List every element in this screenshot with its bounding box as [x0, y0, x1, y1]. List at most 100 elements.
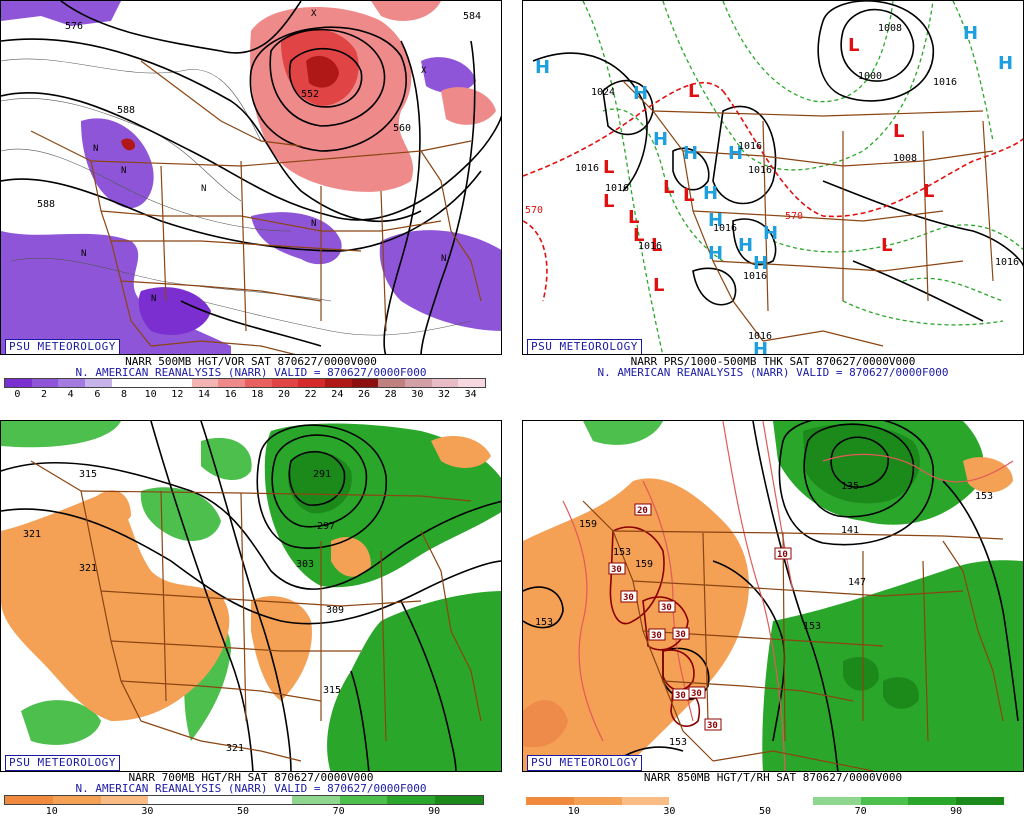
color-scale-labels: 0 2 4 6 8 10 12 14 16 18 20 22 24 26 28 30 32 34	[4, 389, 484, 400]
isobar-label: 1016	[743, 271, 767, 282]
scale-label: 12	[171, 389, 184, 400]
svg-text:H: H	[535, 57, 550, 78]
thickness-label: 570	[785, 211, 803, 222]
scale-swatch	[351, 379, 379, 387]
scale-swatch	[218, 379, 246, 387]
svg-text:30: 30	[611, 565, 622, 575]
contour-label: 315	[323, 685, 341, 696]
svg-text:H: H	[728, 143, 743, 164]
svg-text:L: L	[628, 207, 639, 228]
scale-label: 0	[14, 389, 21, 400]
isobar-label: 1016	[713, 223, 737, 234]
map-850mb: 135 141 147 153 153 153 159 159 153 153 …	[522, 420, 1024, 772]
temp-label: 30	[672, 627, 690, 640]
scale-label: 90	[950, 806, 963, 817]
scale-label: 28	[384, 389, 397, 400]
svg-text:30: 30	[707, 721, 718, 731]
panel-500mb-vorticity: 576 552 588 588 584 560 N N N N N N X X N PSU …	[0, 0, 502, 402]
panel-caption-line2: N. AMERICAN REANALYSIS (NARR) VALID = 87…	[75, 782, 427, 795]
scale-label: 14	[197, 389, 211, 400]
scale-swatch	[860, 797, 909, 805]
scale-swatch	[378, 379, 406, 387]
svg-text:X: X	[311, 9, 317, 19]
svg-text:N: N	[151, 294, 156, 304]
scale-swatch	[435, 796, 483, 804]
scale-label: 20	[277, 389, 291, 400]
scale-swatch	[196, 796, 244, 804]
scale-label: 32	[437, 389, 451, 400]
scale-swatch	[245, 379, 272, 387]
map-700mb: 315 321 321 291 297 303 309 315 321 PSU …	[0, 420, 502, 772]
isobar-label: 1008	[893, 153, 917, 164]
contour-label: 153	[669, 737, 687, 748]
scale-label: 90	[428, 806, 441, 817]
svg-text:N: N	[311, 219, 316, 229]
contour-label: 309	[326, 605, 344, 616]
scale-swatch	[526, 797, 574, 805]
svg-text:N: N	[441, 254, 446, 264]
contour-label: 153	[535, 617, 553, 628]
contour-label: 153	[803, 621, 821, 632]
isobar-label: 1000	[858, 71, 882, 82]
contour-label: 584	[463, 11, 481, 22]
scale-swatch	[764, 797, 813, 805]
scale-swatch	[325, 379, 352, 387]
isobar-label: 1016	[605, 183, 629, 194]
scale-swatch	[52, 796, 101, 804]
svg-text:L: L	[881, 235, 892, 256]
scale-swatch	[298, 379, 326, 387]
svg-text:N: N	[201, 184, 206, 194]
scale-swatch	[717, 797, 765, 805]
svg-text:30: 30	[651, 631, 662, 641]
scale-swatch	[148, 796, 197, 804]
scale-label: 26	[357, 389, 371, 400]
scale-label: 50	[758, 806, 772, 817]
isobar-label: 1016	[748, 331, 772, 342]
scale-label: 70	[854, 806, 867, 817]
panel-850mb-t-rh: 135 141 147 153 153 153 159 159 153 153 …	[522, 420, 1024, 819]
scale-swatch	[458, 379, 486, 387]
contour-label: 321	[79, 563, 97, 574]
isobar-label: 1016	[995, 257, 1019, 268]
svg-text:L: L	[651, 235, 662, 256]
scale-swatch	[58, 379, 86, 387]
isobar-label: 1016	[638, 241, 662, 252]
isobar-label: 1016	[933, 77, 957, 88]
svg-text:L: L	[653, 275, 664, 296]
scale-swatch	[669, 797, 718, 805]
svg-text:N: N	[93, 144, 98, 154]
scale-label: 10	[45, 806, 58, 817]
svg-text:L: L	[603, 157, 614, 178]
color-scale-bar	[526, 797, 1004, 805]
scale-label: 34	[464, 389, 477, 400]
contour-label: 588	[117, 105, 135, 116]
color-scale-labels: 10 30 50 70 90	[526, 806, 1004, 817]
isobar-label: 1008	[878, 23, 902, 34]
isobar-label: 1024	[591, 87, 615, 98]
scale-swatch	[165, 379, 192, 387]
svg-text:L: L	[893, 121, 904, 142]
scale-label: 10	[144, 389, 157, 400]
panel-caption-line2: N. AMERICAN REANALYSIS (NARR) VALID = 87…	[597, 366, 949, 379]
scale-label: 2	[40, 389, 48, 400]
scale-swatch	[339, 796, 388, 804]
contour-label: 153	[613, 547, 631, 558]
scale-swatch	[573, 797, 622, 805]
map-700mb-graphic: 315 321 321 291 297 303 309 315 321	[1, 421, 501, 771]
contour-label: 588	[37, 199, 55, 210]
temp-label: 30	[672, 688, 690, 701]
scale-swatch	[5, 379, 32, 387]
scale-swatch	[291, 796, 340, 804]
svg-text:L: L	[603, 191, 614, 212]
scale-swatch	[956, 797, 1004, 805]
psu-meteorology-badge: PSU METEOROLOGY	[5, 755, 120, 771]
scale-label: 30	[411, 389, 424, 400]
scale-label: 70	[332, 806, 345, 817]
svg-text:30: 30	[675, 630, 686, 640]
contour-label: 141	[841, 525, 859, 536]
contour-label: 159	[579, 519, 597, 530]
thickness-label: 570	[525, 205, 543, 216]
svg-text:H: H	[753, 253, 768, 274]
map-500mb-graphic: 576 552 588 588 584 560 N N N N N N X X N	[1, 1, 501, 354]
